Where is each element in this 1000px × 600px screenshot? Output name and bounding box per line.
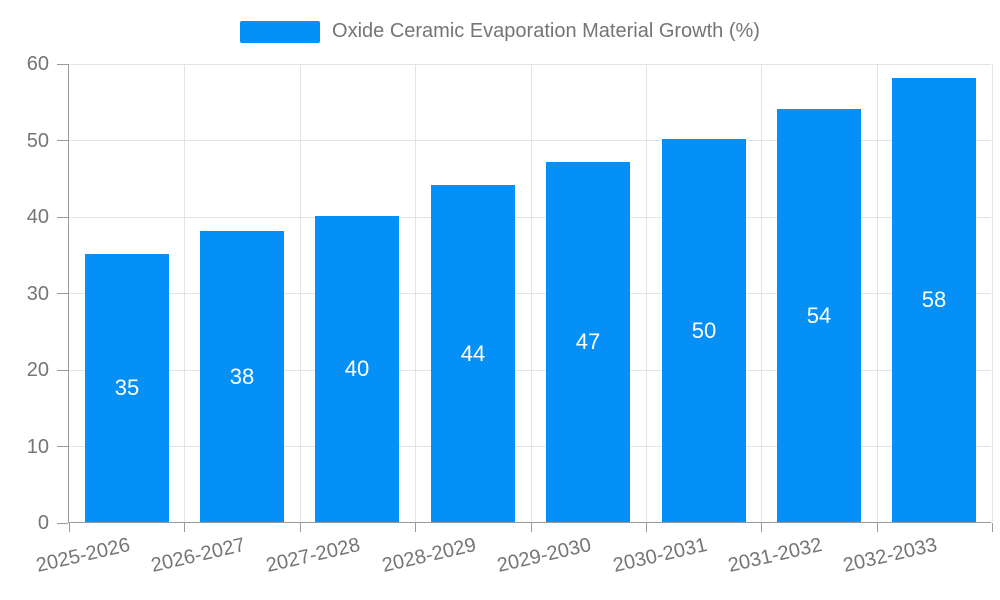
grid-line-vertical: [299, 64, 301, 522]
bar[interactable]: 35: [85, 254, 169, 522]
y-axis-tick: [57, 63, 68, 65]
bar-value-label: 38: [229, 363, 255, 389]
grid-line-vertical: [183, 64, 185, 522]
grid-line-horizontal: [69, 293, 991, 294]
x-axis-tick: [299, 523, 301, 532]
y-axis-tick-label: 20: [26, 359, 49, 381]
x-axis-tick: [876, 523, 878, 532]
legend[interactable]: Oxide Ceramic Evaporation Material Growt…: [0, 20, 1000, 43]
y-axis-tick: [57, 293, 68, 294]
y-axis-tick: [57, 140, 68, 141]
grid-line-horizontal: [69, 216, 991, 218]
y-axis-tick-label: 60: [26, 53, 49, 75]
bar-value-label: 35: [114, 375, 140, 400]
grid-line-vertical: [991, 64, 993, 522]
plot-area: 0 10 20 30 40 50 60 35 2025-2026 38 2026-2027 40 202…: [27, 53, 993, 577]
grid-line-horizontal: [69, 446, 991, 447]
grid-line-vertical: [530, 64, 532, 522]
grid-line-vertical: [414, 64, 416, 522]
x-axis-tick: [530, 523, 532, 532]
x-axis-tick: [183, 523, 185, 532]
y-axis-tick: [57, 522, 68, 524]
y-axis-tick-label: 0: [37, 512, 49, 534]
bar[interactable]: 44: [431, 185, 515, 522]
bar[interactable]: 58: [892, 78, 976, 522]
y-axis-tick-label: 30: [26, 282, 49, 305]
bar[interactable]: 54: [777, 109, 861, 522]
bar[interactable]: 47: [546, 162, 630, 522]
bar[interactable]: 38: [200, 231, 284, 522]
bar-value-label: 54: [806, 302, 832, 328]
grid-line-horizontal: [69, 369, 991, 371]
y-axis-tick-label: 40: [26, 206, 49, 228]
y-axis-tick: [57, 369, 68, 371]
bar-value-label: 40: [344, 356, 370, 381]
y-axis-tick: [57, 216, 68, 218]
grid-line-vertical: [876, 64, 878, 522]
x-axis-tick: [68, 523, 70, 532]
y-axis-tick: [57, 446, 68, 447]
bar-value-label: 50: [691, 317, 717, 343]
grid-line-horizontal: [69, 140, 991, 141]
bar[interactable]: 50: [662, 139, 746, 522]
x-axis-tick: [645, 523, 647, 532]
legend-swatch: [240, 20, 321, 43]
bar-value-label: 58: [921, 287, 947, 312]
x-axis-tick: [760, 523, 762, 532]
legend-label: Oxide Ceramic Evaporation Material Growt…: [332, 20, 760, 42]
grid-line-vertical: [760, 64, 762, 522]
grid-line-vertical: [645, 64, 647, 522]
y-axis-tick-label: 50: [26, 129, 49, 152]
bar-value-label: 47: [575, 329, 601, 354]
grid-line-horizontal: [69, 63, 991, 65]
y-axis-tick-label: 10: [26, 435, 49, 458]
x-axis-tick: [414, 523, 416, 532]
bar[interactable]: 40: [315, 216, 399, 522]
x-axis-tick: [991, 523, 993, 532]
bar-value-label: 44: [460, 340, 486, 366]
